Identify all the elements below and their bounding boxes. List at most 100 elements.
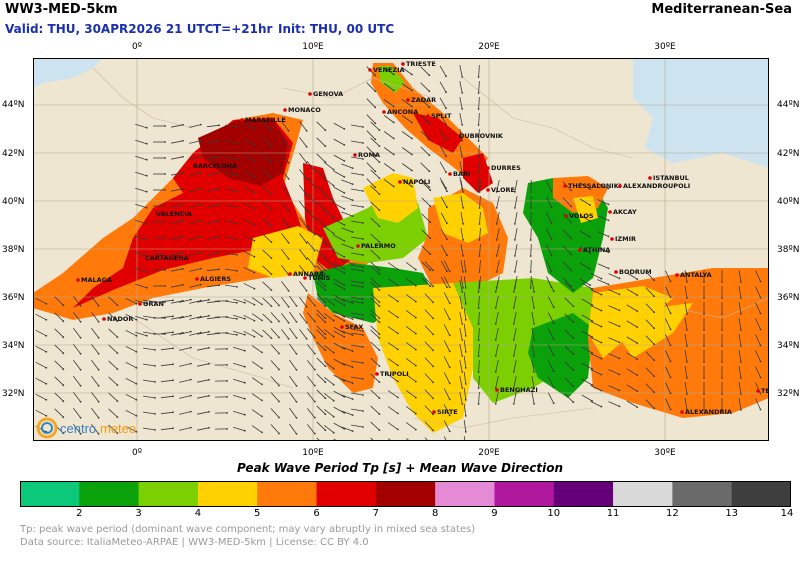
- wave-arrow: [562, 277, 572, 287]
- wave-arrow-head: [351, 199, 354, 202]
- wave-arrow: [306, 209, 316, 219]
- wave-arrow-head: [494, 387, 497, 389]
- wave-arrow-head: [164, 189, 166, 191]
- wave-arrow: [251, 361, 263, 369]
- lon-label-top: 20ºE: [478, 42, 500, 52]
- colorbar-tick-label: 5: [254, 508, 261, 519]
- wave-arrow-head: [145, 286, 148, 289]
- wave-arrow: [206, 140, 220, 144]
- wave-arrow: [316, 137, 326, 147]
- wave-arrow-head: [313, 249, 316, 252]
- wave-arrow-head: [189, 346, 192, 349]
- wave-arrow: [366, 178, 376, 188]
- wave-arrow-head: [236, 190, 238, 192]
- wave-arrow-head: [669, 392, 672, 395]
- city-label: AKCAY: [613, 208, 637, 216]
- wave-arrow: [421, 213, 431, 223]
- wave-arrow: [35, 393, 47, 401]
- wave-arrow: [91, 295, 99, 307]
- wave-arrow: [189, 236, 201, 240]
- wave-arrow: [125, 409, 137, 417]
- wave-arrow: [316, 261, 326, 271]
- wave-arrow-head: [351, 231, 354, 234]
- wave-arrow: [135, 123, 147, 129]
- wave-arrow-head: [512, 291, 515, 293]
- wave-arrow: [179, 331, 191, 335]
- wave-arrow-head: [600, 325, 603, 328]
- wave-arrow: [351, 424, 363, 428]
- wave-arrow-head: [362, 298, 364, 300]
- wave-arrow: [324, 408, 334, 418]
- wave-arrow: [351, 156, 363, 160]
- valid-time: Valid: THU, 30APR2026 21 UTC: [5, 22, 214, 36]
- wave-arrow-head: [287, 209, 290, 212]
- wave-arrow: [243, 298, 255, 306]
- wave-arrow-head: [432, 381, 434, 384]
- wave-arrow-head: [253, 191, 256, 194]
- wave-arrow-head: [253, 287, 256, 290]
- wave-arrow: [135, 187, 147, 193]
- wave-arrow: [233, 426, 245, 432]
- wave-arrow: [401, 99, 413, 107]
- wave-arrow: [383, 147, 395, 155]
- wave-arrow: [531, 296, 535, 308]
- wave-arrow: [171, 124, 183, 128]
- city-marker: [353, 153, 357, 157]
- wave-arrow: [478, 176, 480, 190]
- wave-arrow-head: [305, 129, 308, 132]
- wave-arrow-head: [253, 127, 256, 130]
- wave-arrow-head: [189, 362, 192, 365]
- wave-arrow-head: [164, 253, 166, 255]
- wave-arrow-head: [462, 271, 464, 273]
- field-levantine-yellow2: [613, 303, 693, 358]
- wave-arrow: [243, 266, 255, 274]
- wave-arrow-head: [172, 331, 174, 334]
- wave-arrow: [564, 281, 574, 291]
- wave-arrow-head: [351, 334, 354, 336]
- wave-arrow-head: [332, 216, 335, 219]
- wave-arrow: [125, 329, 137, 337]
- wave-arrow: [440, 260, 448, 272]
- wave-arrow-head: [600, 293, 603, 296]
- wave-arrow-head: [533, 323, 535, 325]
- wave-arrow: [420, 130, 430, 140]
- wave-arrow-head: [278, 384, 280, 387]
- colorbar-tick-label: 6: [313, 508, 320, 519]
- wave-arrow-head: [703, 329, 705, 331]
- logo-ring-icon: [36, 417, 58, 439]
- wave-arrow-head: [343, 128, 346, 130]
- wave-arrow-head: [324, 273, 327, 276]
- wave-arrow: [341, 394, 353, 400]
- wave-arrow-head: [243, 349, 246, 352]
- wave-arrow: [281, 296, 289, 308]
- wave-arrow: [370, 201, 380, 211]
- wave-arrow-head: [145, 158, 148, 161]
- wave-arrow-head: [97, 336, 100, 339]
- city-marker: [356, 244, 360, 248]
- wave-arrow: [351, 204, 363, 208]
- wave-arrow: [443, 324, 451, 336]
- wave-arrow-head: [208, 314, 210, 317]
- wave-arrow-head: [253, 303, 256, 306]
- wave-arrow-head: [374, 90, 377, 93]
- wave-arrow-head: [552, 370, 555, 373]
- wave-arrow: [333, 282, 345, 290]
- wave-arrow-head: [253, 271, 256, 274]
- wave-arrow-head: [445, 123, 447, 126]
- wave-arrow-head: [378, 177, 381, 179]
- wave-arrow: [443, 436, 447, 441]
- wave-arrow-head: [154, 349, 156, 351]
- wave-arrow-head: [236, 302, 238, 304]
- wave-arrow: [459, 376, 463, 388]
- wave-arrow: [645, 287, 655, 297]
- wave-arrow: [401, 163, 413, 171]
- wave-arrow-head: [512, 355, 515, 357]
- wave-arrow-head: [199, 283, 202, 286]
- wave-arrow-head: [362, 318, 364, 320]
- wave-arrow-head: [343, 428, 346, 430]
- wave-arrow-head: [448, 382, 451, 385]
- footer-note: Tp: peak wave period (dominant wave comp…: [20, 524, 476, 535]
- city-marker: [288, 272, 292, 276]
- centrometeo-logo: centro meteo: [36, 415, 146, 445]
- wave-arrow: [289, 327, 297, 339]
